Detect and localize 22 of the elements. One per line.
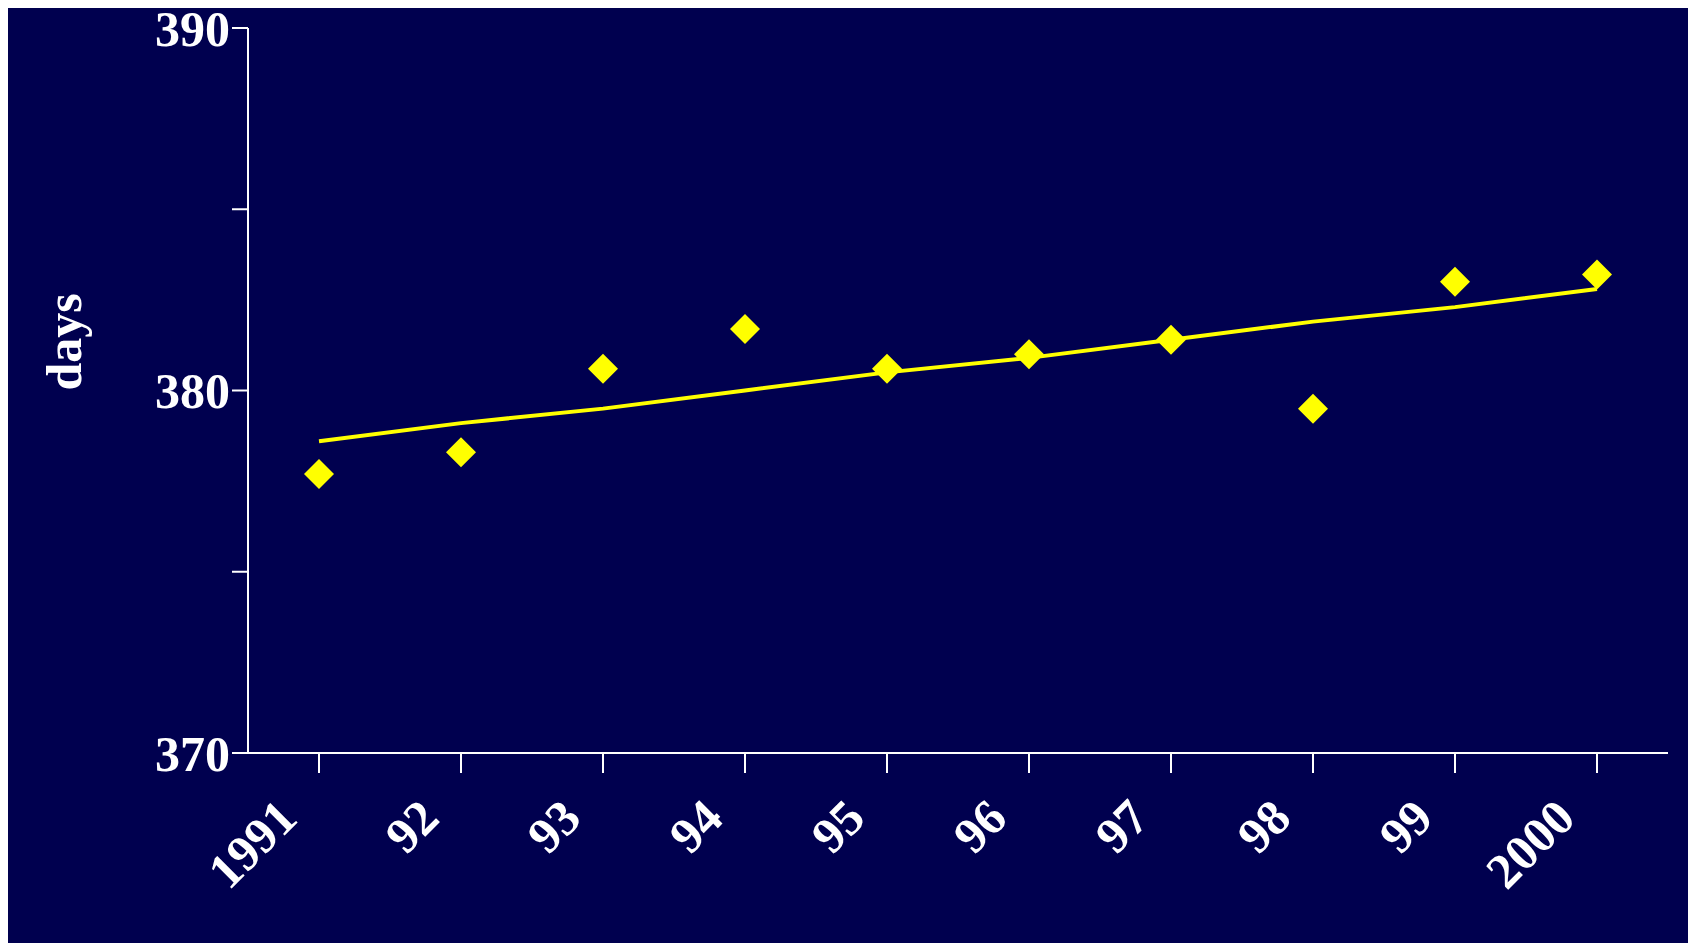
- x-tick-label: 94: [658, 788, 734, 864]
- y-tick-label: 380: [155, 363, 230, 420]
- point: [872, 353, 902, 384]
- point: [1014, 339, 1044, 370]
- point: [1440, 266, 1470, 297]
- x-tick-label: 92: [374, 788, 450, 864]
- point: [1156, 324, 1186, 355]
- x-tick-label: 97: [1084, 788, 1160, 864]
- x-tick-label: 93: [516, 788, 592, 864]
- x-tick-label: 95: [800, 788, 876, 864]
- point: [446, 437, 476, 468]
- y-tick-label: 390: [155, 0, 230, 57]
- point: [588, 353, 618, 384]
- y-axis-title: days: [35, 293, 92, 391]
- point: [1298, 393, 1328, 424]
- point: [1582, 259, 1612, 290]
- point: [730, 313, 760, 344]
- x-tick-label: 96: [942, 788, 1018, 864]
- x-tick-label: 99: [1368, 788, 1444, 864]
- x-tick-label: 98: [1226, 788, 1302, 864]
- y-tick-label: 370: [155, 725, 230, 782]
- point: [304, 458, 334, 489]
